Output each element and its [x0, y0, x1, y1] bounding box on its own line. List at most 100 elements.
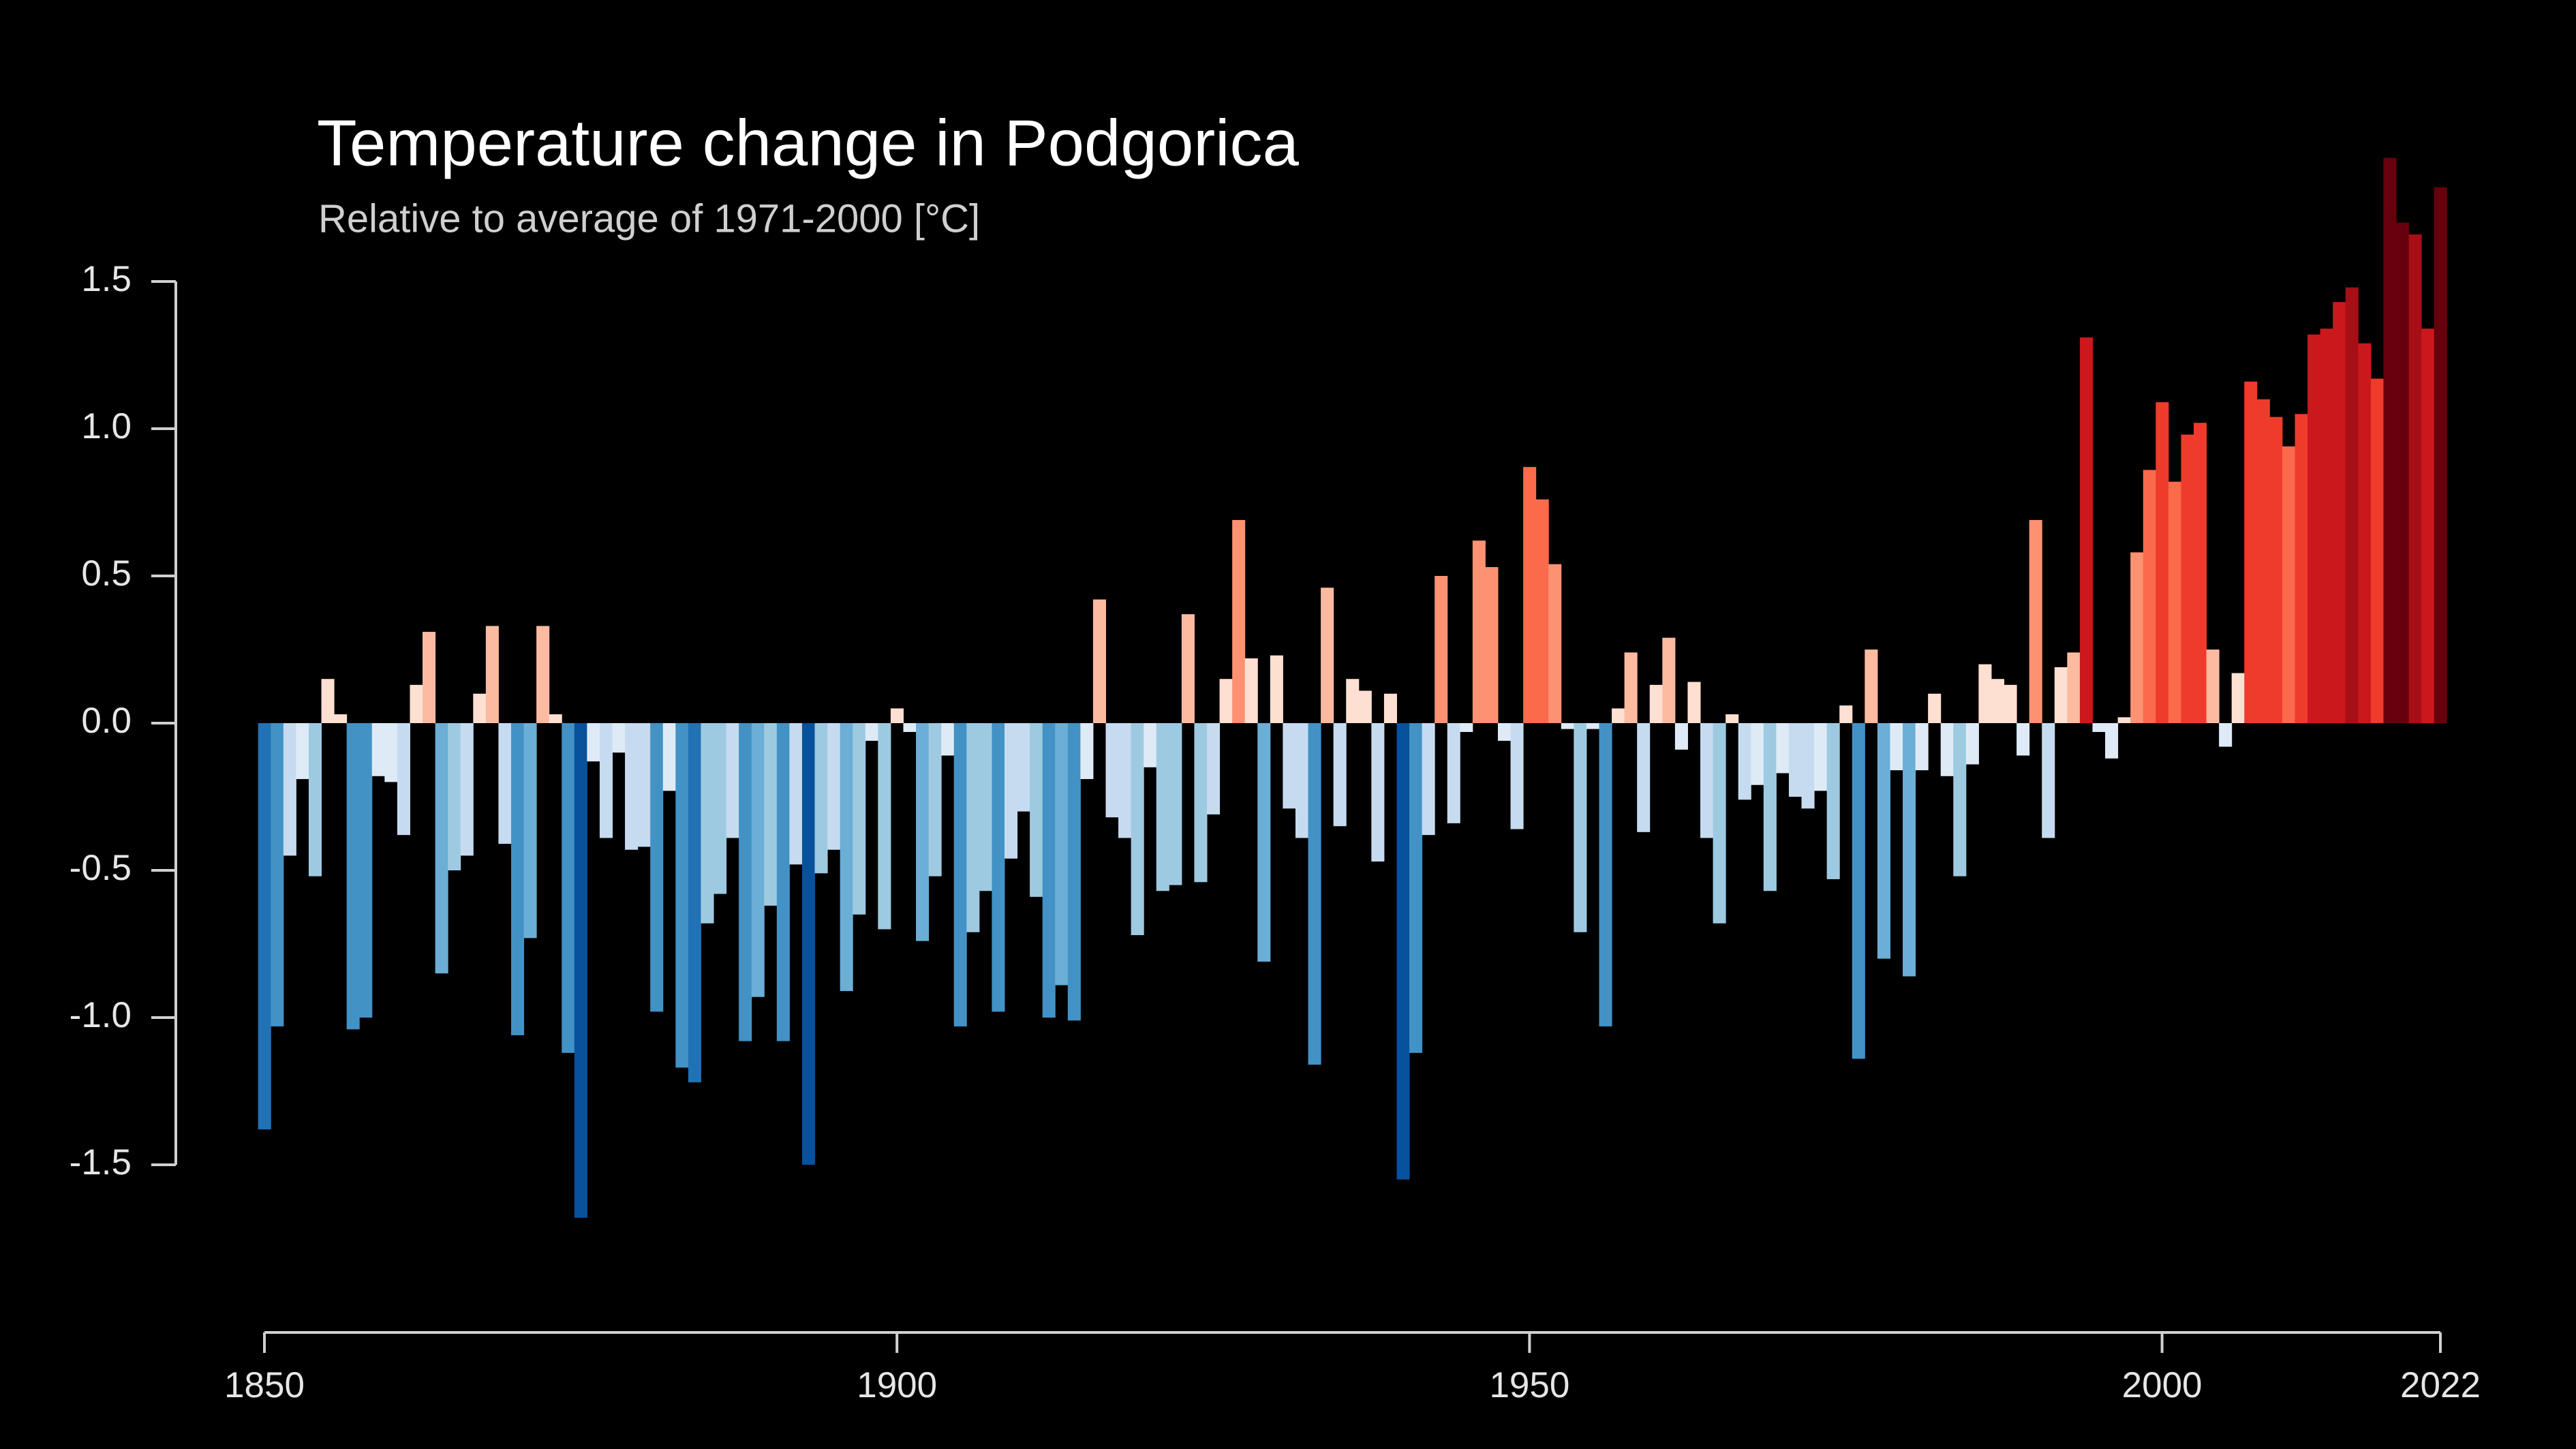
bar	[2194, 423, 2207, 723]
y-tick-label: 0.5	[81, 553, 132, 594]
bar	[523, 723, 537, 939]
bar	[1181, 614, 1195, 723]
bar	[1144, 723, 1157, 767]
bar	[2320, 329, 2333, 723]
bar	[1953, 723, 1967, 876]
bar	[1017, 723, 1030, 812]
bar	[726, 723, 739, 838]
bar	[739, 723, 752, 1041]
x-tick-label: 1850	[224, 1365, 305, 1405]
bar	[1232, 519, 1246, 723]
x-tick-label: 1900	[857, 1365, 937, 1405]
bar	[2105, 723, 2119, 759]
bar	[1637, 723, 1651, 832]
bar	[2231, 673, 2245, 723]
bar	[1599, 723, 1612, 1026]
bar	[1915, 723, 1929, 771]
bar	[650, 723, 664, 1012]
x-tick-label: 2000	[2122, 1365, 2203, 1405]
bar	[574, 723, 587, 1218]
bar	[2396, 222, 2410, 724]
bar	[1358, 690, 1372, 723]
bar	[2358, 343, 2372, 724]
bar	[1485, 567, 1499, 723]
bar	[714, 723, 727, 894]
bar	[321, 679, 335, 723]
x-tick-label: 1950	[1489, 1365, 1569, 1405]
bar	[966, 723, 980, 932]
bar	[1295, 723, 1309, 838]
bar	[1207, 723, 1221, 814]
bar	[384, 723, 398, 782]
bar	[751, 723, 765, 997]
bar	[688, 723, 701, 1083]
bar	[941, 723, 955, 756]
bar	[2130, 552, 2144, 723]
bar	[1965, 723, 1979, 765]
bar	[764, 723, 778, 906]
bar	[1422, 723, 1435, 836]
bar	[1751, 723, 1764, 785]
bar	[2004, 684, 2017, 723]
bar	[979, 723, 992, 891]
bar	[2370, 378, 2384, 723]
bar	[473, 693, 487, 723]
bar	[1612, 708, 1625, 723]
bar	[1055, 723, 1069, 986]
bar	[271, 723, 284, 1026]
bar	[1105, 723, 1119, 818]
bar	[587, 723, 600, 762]
bar	[1523, 467, 1537, 723]
bar	[1321, 588, 1334, 723]
bar	[448, 723, 461, 870]
bar	[1852, 723, 1865, 1059]
bar	[1371, 723, 1385, 862]
bar	[1080, 723, 1094, 780]
bar	[1004, 723, 1018, 859]
bar	[1776, 723, 1790, 774]
bar	[2256, 399, 2270, 723]
bar	[2219, 723, 2233, 747]
bar	[1257, 723, 1271, 962]
bar	[549, 714, 562, 723]
bar	[1890, 723, 1903, 771]
bar	[2333, 302, 2346, 723]
bar	[1510, 723, 1524, 829]
bar	[953, 723, 967, 1026]
bar	[359, 723, 373, 1018]
bar	[2295, 414, 2308, 723]
bar	[1409, 723, 1423, 1053]
bar	[410, 684, 423, 723]
bar	[2434, 187, 2447, 723]
bar	[612, 723, 626, 753]
bar	[2143, 470, 2156, 723]
bar	[599, 723, 613, 838]
bar	[2269, 416, 2283, 723]
bar	[1131, 723, 1144, 936]
bar	[1156, 723, 1169, 891]
bar	[814, 723, 828, 874]
bar	[1435, 576, 1448, 723]
bar	[2054, 667, 2068, 723]
bar	[625, 723, 639, 850]
y-tick-label: -0.5	[70, 848, 132, 888]
bar	[1763, 723, 1777, 891]
bar	[2383, 157, 2397, 723]
bar	[1561, 723, 1574, 729]
bar	[1928, 693, 1942, 723]
x-tick-label: 2022	[2400, 1365, 2481, 1405]
bar	[1283, 723, 1296, 809]
bar	[1978, 664, 1992, 723]
bar	[1497, 723, 1512, 741]
bar	[2092, 723, 2106, 732]
bar	[435, 723, 448, 974]
bar	[296, 723, 309, 780]
bar	[2029, 519, 2042, 723]
bar	[1308, 723, 1321, 1065]
bar	[2421, 329, 2435, 723]
bar	[2345, 287, 2359, 723]
bar	[675, 723, 689, 1068]
bar	[776, 723, 790, 1041]
bar	[346, 723, 360, 1030]
